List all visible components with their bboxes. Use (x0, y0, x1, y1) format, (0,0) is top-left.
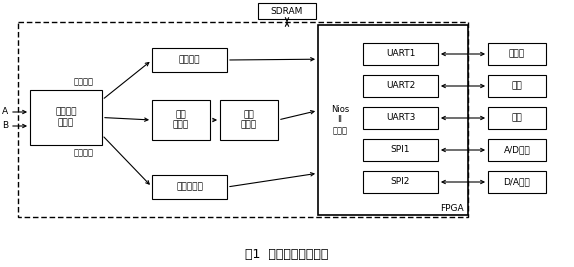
Text: 方向信号: 方向信号 (74, 77, 94, 87)
Bar (363, 139, 438, 161)
Bar (363, 75, 438, 97)
Text: SDRAM: SDRAM (271, 6, 303, 15)
Text: SPI1: SPI1 (391, 146, 410, 155)
Text: D/A转换: D/A转换 (503, 178, 530, 187)
Bar (363, 43, 438, 65)
Bar (488, 75, 546, 97)
Text: 和频计数器: 和频计数器 (176, 183, 203, 191)
Text: B: B (2, 121, 8, 131)
Bar (363, 171, 438, 193)
Bar (152, 175, 227, 199)
Bar (220, 100, 278, 140)
Text: 上位机: 上位机 (509, 49, 525, 58)
Text: 抖动: 抖动 (511, 113, 522, 123)
Bar (488, 107, 546, 129)
Bar (488, 139, 546, 161)
Text: UART1: UART1 (386, 49, 415, 58)
Text: 低通
滤波器: 低通 滤波器 (241, 110, 257, 130)
Text: UART3: UART3 (386, 113, 415, 123)
Bar (363, 107, 438, 129)
Text: 跳变检测
及鉴相: 跳变检测 及鉴相 (55, 108, 77, 127)
Bar (318, 25, 468, 215)
Text: SPI2: SPI2 (391, 178, 410, 187)
Text: 可逆
计数器: 可逆 计数器 (173, 110, 189, 130)
Text: 抖频计算: 抖频计算 (179, 56, 200, 65)
Text: A/D转换: A/D转换 (503, 146, 530, 155)
Bar (488, 43, 546, 65)
Text: FPGA: FPGA (440, 204, 464, 213)
Bar (18, 22, 468, 217)
Bar (152, 48, 227, 72)
Text: 图1  系统功能原理框图: 图1 系统功能原理框图 (245, 249, 329, 261)
Bar (488, 171, 546, 193)
Text: 稳频: 稳频 (511, 81, 522, 91)
Bar (152, 100, 210, 140)
Text: 计数脉冲: 计数脉冲 (74, 148, 94, 158)
Bar (258, 3, 316, 19)
Text: A: A (2, 108, 8, 116)
Bar (30, 90, 102, 145)
Text: Nios
II
处理器: Nios II 处理器 (331, 105, 349, 135)
Text: UART2: UART2 (386, 81, 415, 91)
